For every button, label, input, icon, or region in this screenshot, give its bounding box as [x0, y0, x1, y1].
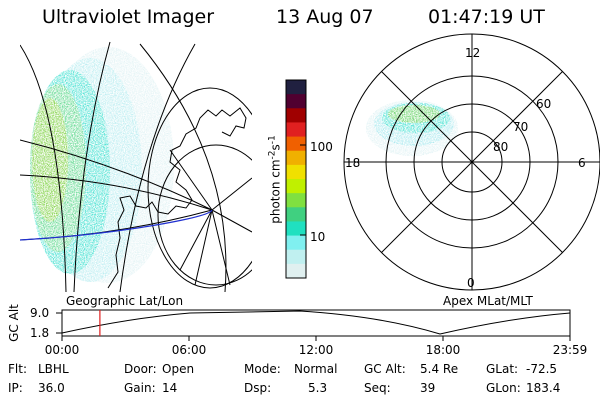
altitude-xtick-0: 00:00 [44, 343, 80, 357]
lat-label-70: 70 [513, 120, 529, 134]
info-key: GLat: [486, 362, 519, 376]
info-key: IP: [8, 381, 23, 395]
colorbar-swatch [286, 80, 306, 95]
colorbar-swatch [286, 207, 306, 222]
polar-map-label: Apex MLat/MLT [443, 294, 533, 308]
info-key: Mode: [244, 362, 281, 376]
colorbar-units-label: photon cm-2s-1 [267, 135, 283, 224]
geographic-map [20, 41, 252, 292]
colorbar-swatch [286, 193, 306, 208]
info-key: Gain: [124, 381, 156, 395]
mlt-label-18: 18 [345, 156, 361, 170]
polar-aurora-image [366, 100, 458, 156]
colorbar-tick-10: 10 [310, 230, 326, 244]
geo-map-label: Geographic Lat/Lon [66, 294, 184, 308]
altitude-xtick-1: 06:00 [171, 343, 207, 357]
colorbar-swatch [286, 108, 306, 123]
info-value: 5.4 Re [420, 362, 459, 376]
geo-coastline [107, 107, 247, 289]
info-value: Open [162, 362, 195, 376]
info-key: Door: [124, 362, 157, 376]
colorbar-swatch [286, 94, 306, 109]
colorbar-swatch [286, 164, 306, 180]
info-key: Dsp: [244, 381, 272, 395]
info-value: 14 [162, 381, 178, 395]
info-value: -72.5 [526, 362, 558, 376]
mlt-label-0: 0 [467, 276, 475, 290]
info-value: 36.0 [38, 381, 65, 395]
altitude-curve [61, 310, 571, 335]
mlt-label-12: 12 [465, 46, 481, 60]
altitude-ytick-low: 1.8 [30, 326, 50, 340]
info-key: GC Alt: [364, 362, 406, 376]
altitude-ylabel: GC Alt [7, 304, 21, 342]
instrument-title: Ultraviolet Imager [42, 6, 215, 28]
colorbar-swatch [286, 136, 306, 152]
altitude-ytick-high: 9.0 [30, 306, 50, 320]
colorbar-swatch [286, 122, 306, 138]
info-value: 5.3 [308, 381, 328, 395]
altitude-xtick-4: 23:59 [552, 343, 588, 357]
polar-grid [343, 33, 600, 291]
colorbar-swatch [286, 263, 306, 279]
colorbar-swatch [286, 150, 306, 166]
lat-label-80: 80 [493, 140, 509, 154]
colorbar-swatch [286, 221, 306, 237]
altitude-plot [56, 309, 571, 341]
mlt-label-6: 6 [578, 156, 586, 170]
info-value: 39 [420, 381, 436, 395]
lat-label-60: 60 [536, 97, 552, 111]
info-value: Normal [294, 362, 338, 376]
geo-aurora-image [30, 47, 174, 283]
altitude-xtick-2: 12:00 [298, 343, 334, 357]
colorbar-swatch [286, 179, 306, 194]
geo-grid-lines [20, 41, 252, 292]
date-label: 13 Aug 07 [276, 6, 374, 28]
info-key: Flt: [8, 362, 27, 376]
colorbar [285, 79, 307, 279]
info-key: Seq: [364, 381, 391, 395]
altitude-xtick-3: 18:00 [425, 343, 461, 357]
colorbar-tick-100: 100 [310, 140, 333, 154]
geo-satellite-track [20, 209, 213, 241]
info-value: LBHL [38, 362, 69, 376]
info-value: 183.4 [526, 381, 561, 395]
info-key: GLon: [486, 381, 521, 395]
time-label: 01:47:19 UT [428, 6, 545, 28]
colorbar-swatch [286, 235, 306, 251]
colorbar-swatch [286, 249, 306, 265]
polar-plot [343, 33, 600, 291]
